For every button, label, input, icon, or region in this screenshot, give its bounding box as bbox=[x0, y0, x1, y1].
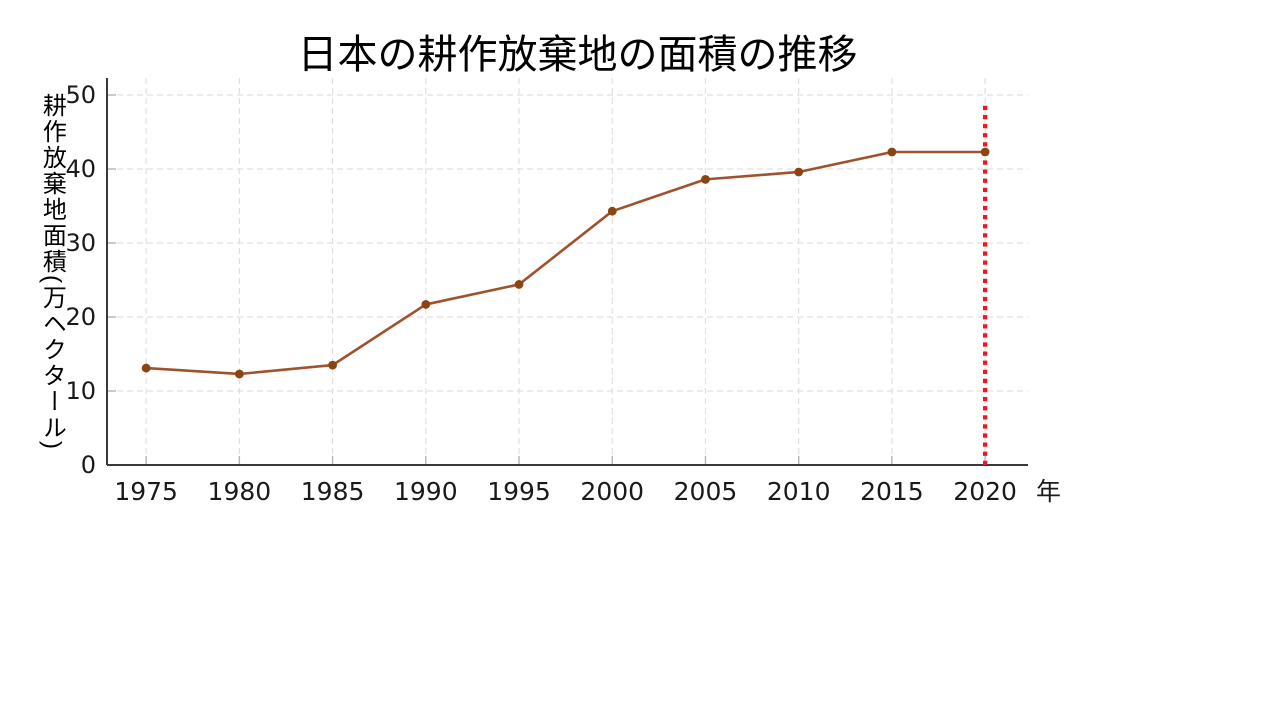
x-tick-label: 1995 bbox=[487, 477, 551, 506]
y-tick-label: 20 bbox=[65, 303, 96, 331]
data-point bbox=[887, 147, 897, 157]
y-tick-label: 0 bbox=[81, 451, 96, 479]
data-point bbox=[701, 174, 710, 184]
x-tick-label: 1990 bbox=[394, 477, 458, 506]
y-tick-label: 40 bbox=[65, 155, 96, 183]
x-tick-label: 2010 bbox=[767, 477, 831, 506]
x-axis-unit-label: 年 bbox=[1036, 477, 1061, 506]
data-point bbox=[421, 300, 431, 309]
x-tick-label: 2020 bbox=[953, 477, 1017, 506]
y-tick-label: 50 bbox=[65, 81, 96, 109]
data-point bbox=[980, 147, 990, 157]
chart-title: 日本の耕作放棄地の面積の推移 bbox=[297, 33, 858, 77]
x-tick-label: 1985 bbox=[301, 477, 365, 506]
x-tick-label: 2005 bbox=[674, 477, 738, 506]
data-point bbox=[514, 280, 524, 289]
x-tick-label: 2015 bbox=[860, 477, 924, 506]
data-point bbox=[607, 206, 617, 216]
data-point bbox=[141, 363, 151, 373]
y-tick-label: 10 bbox=[65, 377, 96, 405]
data-point bbox=[328, 360, 337, 370]
x-tick-label: 2000 bbox=[580, 477, 644, 506]
y-tick-label: 30 bbox=[65, 229, 96, 257]
x-tick-label: 1975 bbox=[114, 477, 178, 506]
data-line bbox=[146, 150, 986, 376]
data-point bbox=[794, 167, 804, 177]
data-point bbox=[234, 369, 244, 379]
x-tick-label: 1980 bbox=[208, 477, 272, 506]
y-axis-label: 耕作放棄地面積(万ヘクタール) bbox=[38, 93, 66, 451]
